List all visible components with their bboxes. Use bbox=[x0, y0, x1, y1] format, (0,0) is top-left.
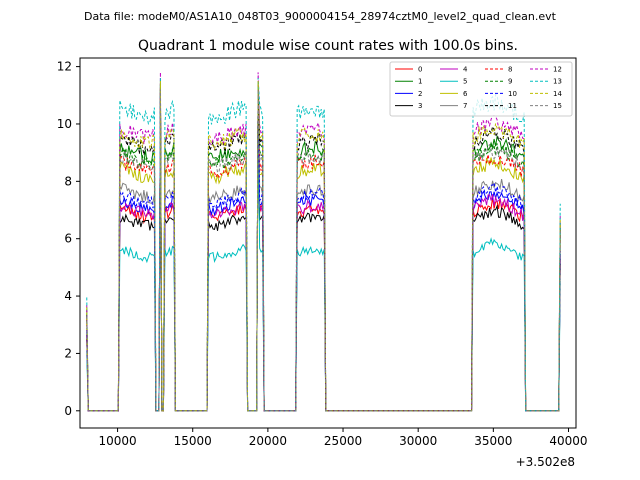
x-axis: 10000 15000 20000 25000 30000 35000 40000 bbox=[98, 428, 588, 448]
x-tick-label: 35000 bbox=[474, 434, 512, 448]
y-tick-label: 12 bbox=[57, 60, 72, 74]
y-tick-label: 2 bbox=[64, 346, 72, 360]
legend-label: 12 bbox=[553, 66, 562, 74]
series-line-module-11 bbox=[86, 83, 561, 412]
x-tick-label: 40000 bbox=[549, 434, 587, 448]
legend-label: 4 bbox=[463, 66, 468, 74]
series-line-module-5 bbox=[86, 106, 561, 412]
legend-label: 10 bbox=[508, 90, 517, 98]
series-line-module-3 bbox=[86, 98, 561, 412]
x-offset-label: +3.502e8 bbox=[516, 455, 575, 469]
series-line-module-8 bbox=[86, 86, 561, 412]
legend-label: 3 bbox=[418, 102, 422, 110]
legend-label: 5 bbox=[463, 78, 467, 86]
y-tick-label: 8 bbox=[64, 174, 72, 188]
x-tick-label: 10000 bbox=[98, 434, 136, 448]
y-tick-label: 4 bbox=[64, 289, 72, 303]
legend-label: 9 bbox=[508, 78, 512, 86]
legend-label: 15 bbox=[553, 102, 562, 110]
series-line-module-15 bbox=[86, 89, 561, 412]
series-line-module-9 bbox=[86, 86, 561, 412]
y-tick-label: 10 bbox=[57, 117, 72, 131]
series-line-module-6 bbox=[86, 89, 561, 412]
legend-frame bbox=[389, 61, 573, 117]
plot-area: 10000 15000 20000 25000 30000 35000 40000 0 2 4 6… bbox=[57, 57, 588, 469]
legend-label: 2 bbox=[418, 90, 422, 98]
legend-label: 1 bbox=[418, 78, 422, 86]
figure-suptitle: Data file: modeM0/AS1A10_048T03_90000041… bbox=[84, 10, 557, 23]
x-tick-label: 30000 bbox=[399, 434, 437, 448]
legend-label: 6 bbox=[463, 90, 468, 98]
series-line-module-4 bbox=[86, 92, 561, 412]
x-tick-label: 15000 bbox=[174, 434, 212, 448]
series-line-module-14 bbox=[86, 80, 561, 412]
legend-label: 13 bbox=[553, 78, 562, 86]
legend-label: 0 bbox=[418, 66, 422, 74]
series-layer bbox=[86, 72, 561, 412]
y-tick-label: 6 bbox=[64, 232, 72, 246]
legend-label: 14 bbox=[553, 90, 562, 98]
axes-frame bbox=[79, 57, 577, 429]
y-tick-label: 0 bbox=[64, 404, 72, 418]
series-line-module-0 bbox=[86, 95, 561, 412]
series-line-module-2 bbox=[86, 95, 561, 412]
series-line-module-10 bbox=[86, 92, 561, 412]
legend-label: 7 bbox=[463, 102, 467, 110]
series-line-module-12 bbox=[86, 72, 561, 412]
chart-title: Quadrant 1 module wise count rates with … bbox=[138, 38, 518, 54]
y-axis: 0 2 4 6 8 10 12 bbox=[57, 60, 80, 418]
legend-label: 8 bbox=[508, 66, 512, 74]
x-tick-label: 20000 bbox=[249, 434, 287, 448]
series-line-module-13 bbox=[86, 78, 561, 412]
legend-label: 11 bbox=[508, 102, 517, 110]
x-tick-label: 25000 bbox=[324, 434, 362, 448]
